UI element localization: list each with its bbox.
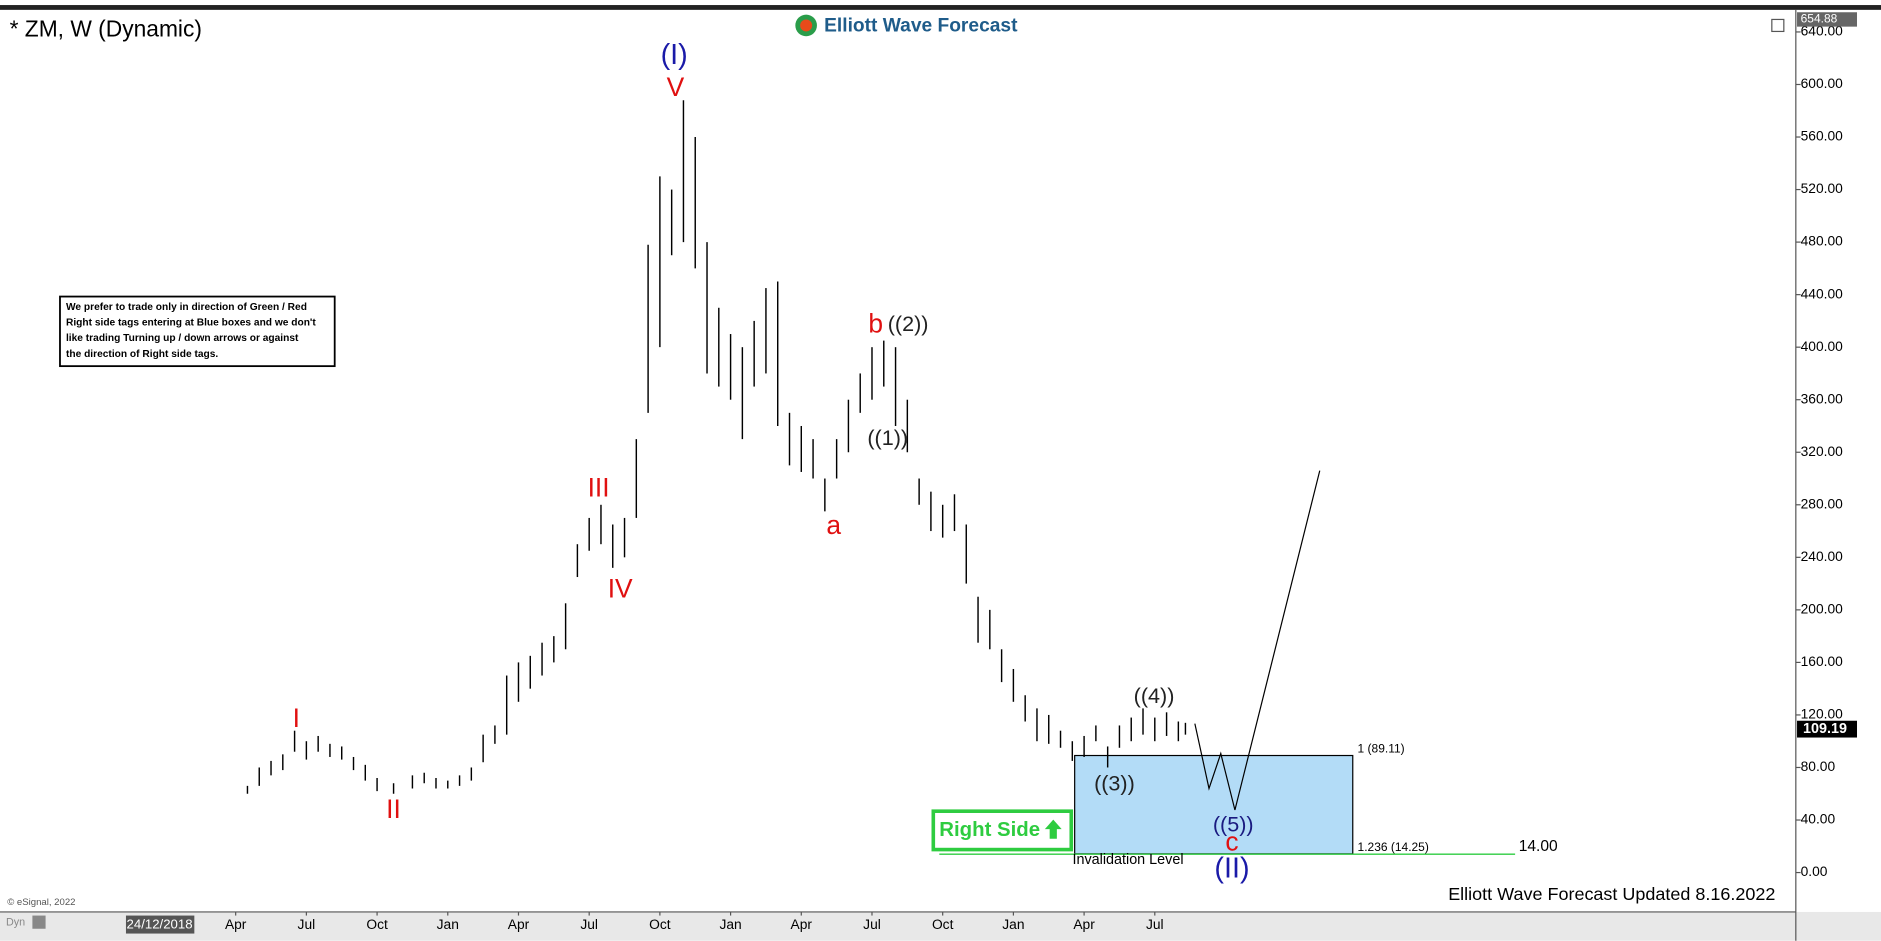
x-tick-label: Apr bbox=[225, 917, 247, 932]
top-price-box bbox=[1797, 12, 1858, 27]
y-tick-label: 40.00 bbox=[1801, 812, 1836, 827]
projection-line bbox=[1194, 470, 1321, 811]
y-tick-label: 160.00 bbox=[1801, 654, 1843, 669]
note-box bbox=[59, 295, 336, 368]
y-tick-label: 520.00 bbox=[1801, 181, 1843, 196]
y-tick-label: 440.00 bbox=[1801, 286, 1843, 301]
y-tick-label: 80.00 bbox=[1801, 759, 1836, 774]
y-tick-label: 400.00 bbox=[1801, 339, 1843, 354]
x-tick-label: Jul bbox=[580, 917, 598, 932]
box-bottom-label: 1.236 (14.25) bbox=[1358, 840, 1429, 854]
wave-label: a bbox=[826, 510, 841, 540]
x-tick-label: Oct bbox=[649, 917, 671, 932]
y-tick-label: 640.00 bbox=[1801, 24, 1843, 39]
chart-title: * ZM, W (Dynamic) bbox=[10, 15, 202, 41]
wave-label: I bbox=[293, 703, 300, 733]
wave-label: ((2)) bbox=[888, 311, 929, 336]
y-tick-label: 360.00 bbox=[1801, 391, 1843, 406]
logo-text: Elliott Wave Forecast bbox=[824, 16, 1018, 37]
cursor-date-box bbox=[125, 915, 195, 934]
x-tick-label: Oct bbox=[932, 917, 954, 932]
y-tick-label: 480.00 bbox=[1801, 234, 1843, 249]
y-tick-label: 200.00 bbox=[1801, 602, 1843, 617]
wave-label: b bbox=[868, 308, 883, 338]
x-tick-label: Jul bbox=[1146, 917, 1164, 932]
y-tick-label: 120.00 bbox=[1801, 707, 1843, 722]
x-tick-label: Oct bbox=[366, 917, 388, 932]
wave-label: IV bbox=[608, 573, 633, 603]
note-line: like trading Turning up / down arrows or… bbox=[66, 333, 299, 344]
wave-label: c bbox=[1225, 827, 1238, 857]
note-line: the direction of Right side tags. bbox=[66, 349, 218, 360]
right-side-text: Right Side bbox=[939, 819, 1040, 841]
mode-label: Dyn bbox=[6, 917, 25, 929]
wave-label: ((5)) bbox=[1213, 811, 1254, 836]
y-tick-label: 280.00 bbox=[1801, 496, 1843, 511]
logo-icon-inner bbox=[800, 19, 813, 32]
wave-label: ((4)) bbox=[1134, 683, 1175, 708]
cursor-date: 24/12/2018 bbox=[127, 917, 193, 932]
last-price-box bbox=[1797, 720, 1858, 738]
wave-label: III bbox=[588, 473, 610, 503]
box-top-label: 1 (89.11) bbox=[1358, 742, 1405, 756]
x-tick-label: Jul bbox=[298, 917, 316, 932]
y-tick-label: 320.00 bbox=[1801, 444, 1843, 459]
right-side-arrow bbox=[1044, 819, 1062, 839]
copyright: © eSignal, 2022 bbox=[7, 897, 75, 908]
x-tick-label: Jan bbox=[1002, 917, 1024, 932]
x-tick-label: Apr bbox=[508, 917, 530, 932]
invalidation-value: 14.00 bbox=[1519, 838, 1558, 855]
wave-label: II bbox=[386, 794, 401, 824]
y-tick-label: 240.00 bbox=[1801, 549, 1843, 564]
x-tick-label: Jan bbox=[437, 917, 459, 932]
mode-icon bbox=[32, 915, 46, 929]
x-tick-label: Jan bbox=[719, 917, 741, 932]
x-tick-label: Apr bbox=[1073, 917, 1095, 932]
window-icon bbox=[1771, 18, 1785, 33]
wave-label: (I) bbox=[661, 39, 688, 71]
wave-label: ((1)) bbox=[867, 425, 908, 450]
wave-label: (II) bbox=[1214, 853, 1249, 885]
last-price: 109.19 bbox=[1803, 721, 1847, 737]
note-line: We prefer to trade only in direction of … bbox=[66, 302, 307, 313]
wave-label: ((3)) bbox=[1094, 771, 1135, 796]
y-tick-label: 560.00 bbox=[1801, 129, 1843, 144]
target-box bbox=[1074, 754, 1354, 855]
right-side-tag bbox=[931, 809, 1074, 852]
footer: Elliott Wave Forecast Updated 8.16.2022 bbox=[1448, 884, 1775, 904]
invalidation-text: Invalidation Level bbox=[1072, 852, 1183, 868]
top-bar bbox=[0, 5, 1881, 10]
note-line: Right side tags entering at Blue boxes a… bbox=[66, 318, 316, 329]
x-tick-label: Jul bbox=[863, 917, 881, 932]
y-tick-label: 0.00 bbox=[1801, 864, 1828, 879]
x-axis-strip bbox=[0, 911, 1881, 941]
x-tick-label: Apr bbox=[791, 917, 813, 932]
y-tick-label: 600.00 bbox=[1801, 76, 1843, 91]
wave-label: V bbox=[667, 72, 685, 102]
top-price: 654.88 bbox=[1801, 12, 1838, 26]
